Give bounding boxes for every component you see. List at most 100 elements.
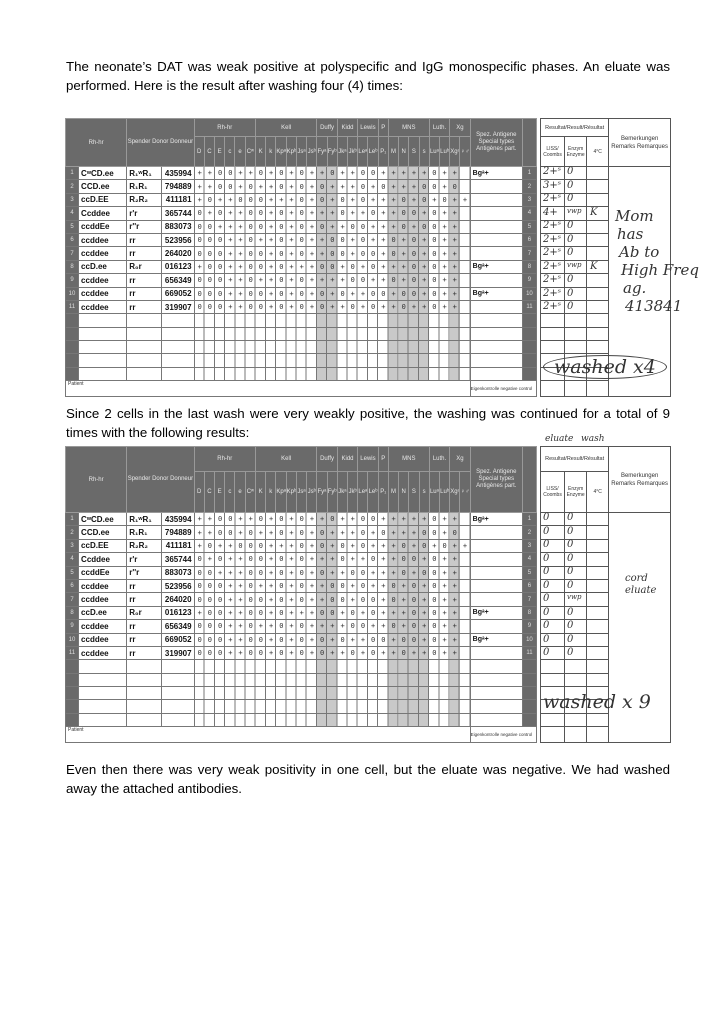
cell-row: 1 CʷCD.ee R₁ʷR₁ 435994 ++00++0+0+0++0++00+++…: [64, 165, 671, 398]
antigen-header: D: [193, 136, 205, 167]
donor-number: 523956: [161, 232, 195, 248]
antigen-group-header: P: [377, 118, 389, 137]
special-antigen: Bgᵃ+: [469, 632, 523, 647]
antigen-results: 000++00+0+0++00+00+0+0+0++: [193, 246, 471, 261]
antigen-group-header: Rh-hr: [193, 118, 256, 137]
antigen-header: Jsᵃ: [295, 471, 308, 513]
row-number: 1: [521, 511, 537, 527]
antigen-header: k: [265, 471, 277, 513]
rh-phenotype: ccddee: [78, 619, 128, 634]
antigen-group-header: Kidd: [336, 118, 359, 137]
rh-phenotype: Ccddee: [78, 552, 128, 567]
antigen-header: P₁: [377, 471, 389, 513]
antigen-header: Kpᵇ: [285, 471, 297, 513]
rh-genotype: R₁R₁: [126, 525, 163, 540]
antigen-header: E: [214, 136, 226, 167]
donor-number: 411181: [161, 192, 195, 208]
result-col-header: Enzym Enzyme: [564, 471, 588, 513]
antigen-header: Luᵃ: [428, 136, 441, 167]
antigen-results: 000++0++0+0++00+0++0+0+0++: [193, 578, 471, 594]
handwritten-result: 0: [567, 166, 574, 177]
rh-phenotype: CʷCD.ee: [78, 511, 128, 527]
antigen-group-header: Lewis: [357, 446, 379, 472]
rh-genotype: rr: [126, 619, 163, 634]
donor-header: Spender Donor Donneur: [126, 118, 195, 167]
antigen-header: Xgᵃ: [449, 471, 461, 513]
special-antigen: [469, 619, 523, 634]
cell-row: 8 ccD.ee R₀r 016123 +00++00+0+++00+0+0+++0+0…: [64, 259, 671, 275]
rh-phenotype: ccD.ee: [78, 605, 128, 621]
row-number: 4: [521, 552, 537, 567]
handwritten-header-note: wash: [581, 434, 605, 444]
antigen-results: 0+0++00+0+0+++0++0++00+0++: [193, 552, 471, 567]
row-number: 2: [64, 525, 80, 540]
rh-genotype: rr: [126, 592, 163, 607]
row-number: 7: [64, 246, 80, 261]
special-antigen: [469, 552, 523, 567]
conclusion-paragraph: Even then there was very weak positivity…: [66, 762, 670, 796]
rh-genotype: rr: [126, 632, 163, 647]
donor-number: 883073: [161, 565, 195, 580]
rh-phenotype: ccD.EE: [78, 538, 128, 554]
antigen-group-header: Luth.: [428, 446, 451, 472]
handwritten-remark: eluate: [625, 585, 657, 596]
antigen-header: ♀♂: [459, 471, 471, 513]
remarks-header: Bemerkungen Remarks Remarques: [608, 446, 671, 513]
cell-row: 6 ccddee rr 523956 000++0++0+0++00+0++0+0+0+…: [64, 578, 671, 594]
rh-phenotype: ccddEe: [78, 219, 128, 234]
antigen-header: S: [408, 471, 420, 513]
handwritten-result: 0: [567, 179, 574, 191]
rh-genotype: rr: [126, 286, 163, 301]
antigen-header: Fyᵇ: [326, 136, 338, 167]
row-number: 11: [64, 645, 80, 661]
cell-row: 10 ccddee rr 669052 000++00+0+0+0+0++00+00+0…: [64, 286, 671, 301]
antigen-header: M: [387, 136, 400, 167]
antigen-header: Jkᵇ: [346, 136, 359, 167]
result-col-header: 4°C: [586, 471, 610, 513]
result-header: Resultat/Result/Résultat: [539, 446, 610, 472]
handwritten-result: 0: [567, 193, 574, 204]
result-header: Resultat/Result/Résultat: [539, 118, 610, 137]
row-number: 10: [521, 286, 537, 301]
antigen-header: Leᵃ: [357, 136, 369, 167]
row-number: 3: [64, 192, 80, 208]
handwritten-result: 0: [567, 606, 574, 618]
donor-number: 669052: [161, 632, 195, 647]
donor-number: 669052: [161, 286, 195, 301]
special-antigen: Bgᵃ+: [469, 259, 523, 275]
rh-phenotype: CʷCD.ee: [78, 165, 128, 181]
antigen-header: C: [203, 471, 216, 513]
handwritten-result: 0: [567, 633, 574, 645]
antigen-results: 000++0++0+0++00+0++0+0+0++: [193, 232, 471, 248]
handwritten-result: 2+ˢ: [543, 166, 562, 177]
antigen-header: c: [224, 136, 236, 167]
handwritten-result: 0: [567, 525, 574, 537]
handwritten-remark: 413841: [625, 297, 683, 315]
row-number: 2: [521, 525, 537, 540]
antigen-header: N: [398, 136, 410, 167]
row-number: 6: [521, 578, 537, 594]
result-col-header: LISS/ Coombs: [539, 471, 566, 513]
special-antigen: [469, 246, 523, 261]
row-number: 3: [521, 192, 537, 208]
row-number: 10: [64, 286, 80, 301]
antigen-results: 000++00+0+0++00+00+0+0+0++: [193, 592, 471, 607]
antigen-results: ++00+0++0+0+0+++0+0+++00+0: [193, 179, 471, 194]
handwritten-result: 0: [543, 593, 550, 604]
rh-genotype: rr: [126, 299, 163, 315]
antigen-header: Leᵇ: [367, 136, 379, 167]
antigen-header: Jkᵃ: [336, 471, 348, 513]
donor-number: 016123: [161, 605, 195, 621]
row-number: 4: [64, 206, 80, 221]
antigen-header: e: [234, 471, 246, 513]
row-number: 6: [64, 232, 80, 248]
antigen-group-header: Duffy: [316, 446, 338, 472]
antigen-group-header: Lewis: [357, 118, 379, 137]
special-antigen: [469, 179, 523, 194]
antigen-header: Leᵇ: [367, 471, 379, 513]
antigen-header: s: [418, 136, 430, 167]
handwritten-result: 0: [567, 220, 574, 231]
special-types-header: Spez. Antigene Special types Antigènes p…: [469, 118, 523, 167]
row-number: 2: [64, 179, 80, 194]
antigen-header: s: [418, 471, 430, 513]
